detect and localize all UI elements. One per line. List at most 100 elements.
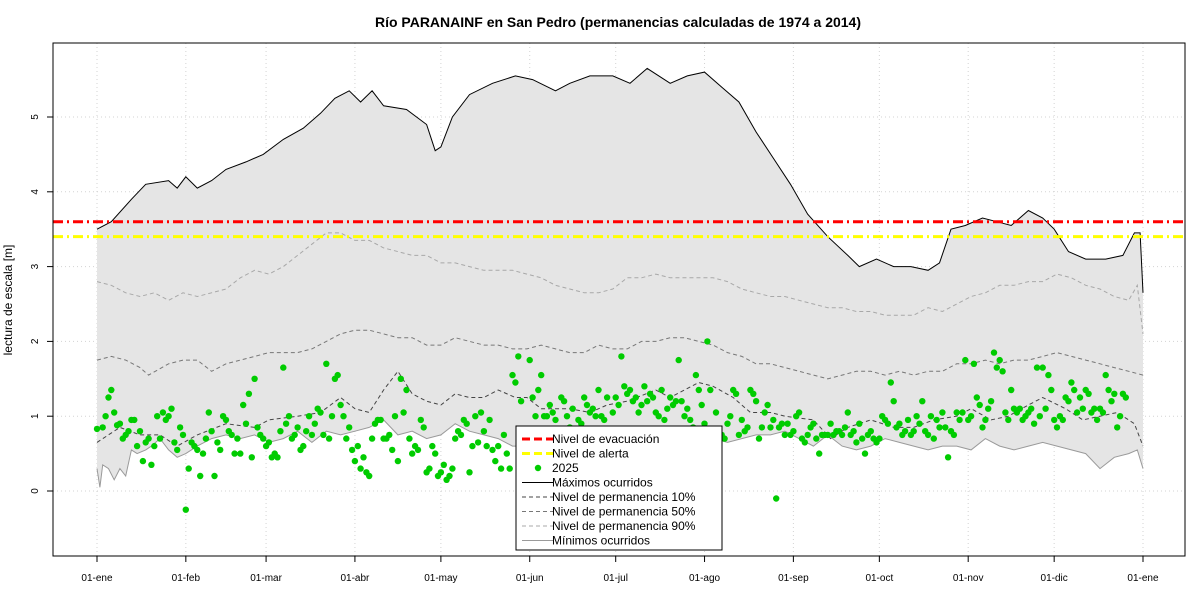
data-point	[1059, 416, 1067, 424]
data-point	[1030, 420, 1038, 427]
data-point	[108, 386, 115, 394]
data-point	[334, 371, 341, 379]
data-point	[664, 405, 671, 412]
data-point	[661, 416, 668, 424]
data-point	[752, 398, 760, 405]
data-point	[1028, 405, 1035, 412]
y-axis: 0 1 2 3 4 5	[30, 114, 54, 494]
data-point	[535, 386, 542, 394]
data-point	[758, 424, 766, 431]
data-point	[466, 469, 473, 476]
data-point	[308, 431, 316, 439]
data-point	[578, 420, 585, 427]
data-point	[761, 409, 768, 416]
data-point	[896, 420, 903, 427]
data-point	[956, 416, 963, 424]
data-point	[248, 454, 255, 461]
legend-label: Nivel de alerta	[552, 447, 629, 461]
data-point	[987, 398, 995, 405]
data-point	[486, 416, 493, 424]
data-point	[182, 506, 189, 513]
x-tick-label: 01-jul	[603, 573, 627, 584]
data-point	[105, 394, 112, 401]
data-point	[1105, 386, 1112, 394]
data-point	[391, 413, 399, 420]
x-tick-label: 01-mar	[250, 573, 282, 584]
data-point	[168, 405, 175, 412]
data-point	[904, 416, 912, 424]
data-point	[930, 435, 937, 442]
data-point	[942, 424, 949, 431]
data-point	[472, 413, 479, 420]
data-point	[512, 379, 519, 386]
data-point	[420, 424, 427, 431]
data-point	[414, 446, 422, 454]
data-point	[1042, 405, 1049, 412]
data-point	[156, 435, 164, 442]
series-line	[96, 232, 1144, 334]
data-point	[701, 420, 708, 427]
data-point	[400, 409, 407, 416]
y-axis-label: lectura de escala [m]	[1, 245, 15, 356]
data-point	[222, 416, 230, 424]
data-point	[1111, 390, 1118, 397]
data-point	[1016, 405, 1023, 412]
x-tick-label: 01-feb	[172, 573, 201, 584]
data-point	[1068, 379, 1075, 386]
data-point	[996, 356, 1003, 364]
data-point	[816, 450, 823, 457]
data-point	[151, 442, 158, 450]
data-point	[397, 375, 404, 382]
data-point	[913, 413, 920, 420]
x-tick-label: 01-may	[424, 573, 457, 584]
x-tick-label: 01-oct	[865, 573, 893, 584]
data-point	[773, 495, 780, 502]
data-point	[1005, 416, 1012, 424]
x-tick-label: 01-ene	[81, 573, 113, 584]
data-point	[506, 465, 513, 472]
data-point	[495, 442, 502, 450]
data-point	[260, 435, 267, 442]
legend-swatch	[534, 464, 542, 472]
data-point	[217, 446, 224, 454]
data-point	[601, 416, 608, 424]
observed-points	[93, 338, 1130, 513]
data-point	[348, 446, 356, 454]
data-point	[509, 371, 516, 379]
data-point	[543, 413, 551, 420]
data-point	[426, 465, 433, 472]
data-point	[277, 428, 284, 435]
data-point	[99, 424, 106, 431]
data-point	[1002, 409, 1009, 416]
data-point	[202, 435, 210, 442]
legend-label: Nivel de permanencia 50%	[552, 505, 696, 519]
data-point	[638, 401, 645, 409]
data-point	[712, 409, 720, 416]
data-point	[474, 439, 482, 446]
plot-area	[52, 42, 1186, 557]
data-point	[867, 428, 874, 435]
data-point	[469, 442, 476, 450]
legend-label: Nivel de evacuación	[552, 432, 659, 446]
data-point	[672, 398, 680, 405]
data-point	[618, 353, 625, 360]
data-point	[483, 442, 490, 450]
data-point	[681, 413, 688, 420]
data-point	[340, 413, 347, 420]
data-point	[927, 413, 935, 420]
x-tick-label: 01-ene	[1127, 573, 1159, 584]
data-point	[320, 431, 327, 439]
data-point	[778, 420, 786, 427]
data-point	[850, 428, 857, 435]
data-point	[526, 356, 533, 364]
data-point	[844, 409, 851, 416]
data-point	[139, 457, 147, 465]
data-point	[185, 465, 192, 472]
data-point	[394, 457, 402, 465]
data-point	[440, 461, 447, 468]
data-point	[360, 454, 367, 461]
legend-label: Nivel de permanencia 10%	[552, 490, 696, 504]
data-point	[910, 428, 917, 435]
data-point	[317, 409, 324, 416]
data-point	[770, 416, 777, 424]
